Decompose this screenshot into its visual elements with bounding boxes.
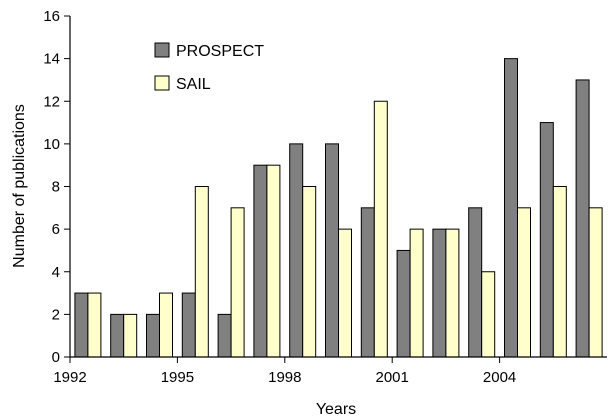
bar-sail-1993 [123,313,138,358]
bar-sail-2000 [373,100,388,358]
bar-sail-2006 [588,207,603,358]
bar-prospect-1997 [253,164,268,358]
bar-prospect-2002 [432,228,447,358]
bar-prospect-2006 [575,79,590,358]
bar-prospect-1995 [181,292,196,358]
x-tick-label-1995: 1995 [161,369,194,386]
y-tick-label-8: 8 [52,179,60,196]
bar-sail-2005 [552,186,567,358]
y-tick-label-10: 10 [43,136,60,153]
bar-prospect-1999 [325,143,339,358]
bar-sail-1998 [302,186,317,358]
bar-sail-1999 [338,228,352,358]
y-tick-label-16: 16 [43,8,60,25]
y-axis-title: Number of publications [11,104,28,268]
y-tick-label-12: 12 [43,93,60,110]
x-tick-label-2004: 2004 [483,369,516,386]
bar-prospect-2001 [396,249,411,358]
x-tick-label-1992: 1992 [53,369,86,386]
x-tick-label-1998: 1998 [268,369,301,386]
y-tick-label-2: 2 [52,306,60,323]
y-tick-label-0: 0 [52,349,60,366]
bar-prospect-2004 [504,58,518,358]
bar-sail-1995 [194,186,209,358]
bar-sail-2004 [517,207,531,358]
bar-prospect-2005 [539,122,554,358]
bar-prospect-2000 [360,207,375,358]
x-axis-title: Years [316,401,356,418]
bar-prospect-1992 [74,292,89,358]
x-tick-label-2001: 2001 [376,369,409,386]
bar-sail-2001 [409,228,424,358]
legend: PROSPECT SAIL [154,42,264,93]
bar-sail-1997 [266,164,281,358]
bar-sail-1992 [87,292,102,358]
legend-swatch-sail [154,75,170,91]
legend-label-prospect: PROSPECT [176,43,264,60]
bar-sail-1994 [159,292,173,358]
bar-sail-1996 [230,207,245,358]
legend-swatch-prospect [154,42,170,58]
y-tick-label-4: 4 [52,264,60,281]
legend-label-sail: SAIL [176,76,211,93]
y-tick-label-6: 6 [52,221,60,238]
bar-sail-2003 [481,271,496,358]
bar-prospect-1996 [217,313,232,358]
bar-prospect-1993 [110,313,125,358]
bar-prospect-1994 [146,313,160,358]
bars-group [74,58,603,358]
bar-prospect-1998 [289,143,304,358]
bar-prospect-2003 [468,207,483,358]
bar-sail-2002 [445,228,460,358]
y-tick-label-14: 14 [43,51,60,68]
ticks-group: 0 2 4 6 8 10 12 14 16 1992 1995 1998 2001 2004 [43,8,516,386]
